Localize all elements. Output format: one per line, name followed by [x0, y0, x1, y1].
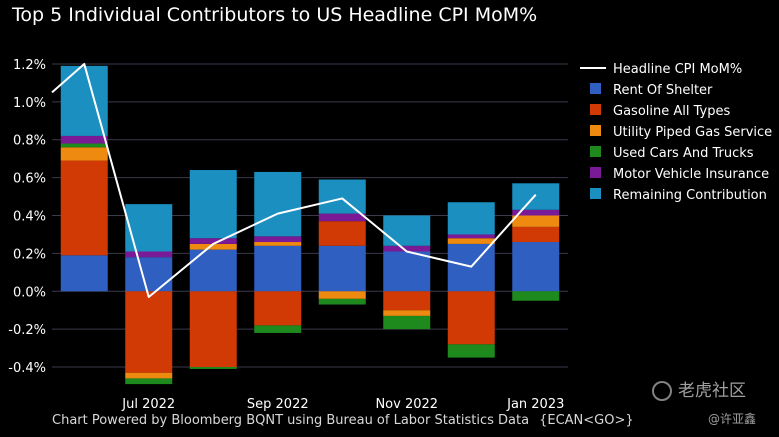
- legend: Headline CPI MoM% Rent Of Shelter Gasoline…: [580, 62, 772, 203]
- bar-segment: [318, 179, 366, 214]
- x-tick-label: Nov 2022: [375, 397, 438, 412]
- legend-label: Headline CPI MoM%: [613, 62, 742, 77]
- bar-segment: [254, 242, 302, 246]
- legend-swatch: [590, 125, 601, 136]
- bar-segment: [383, 315, 431, 330]
- bar-segment: [318, 213, 366, 222]
- x-tick-label: Jan 2023: [506, 397, 564, 412]
- bar-segment: [447, 344, 495, 358]
- y-tick-label: 0.2%: [13, 247, 46, 262]
- watermark-handle: @许亚鑫: [708, 412, 757, 426]
- bar-segment: [383, 215, 431, 246]
- bar-segment: [512, 226, 560, 243]
- bar-segment: [60, 147, 108, 161]
- bar-segment: [60, 143, 108, 148]
- x-tick-label: Sep 2022: [247, 397, 309, 412]
- bar-segment: [60, 135, 108, 144]
- legend-swatch: [590, 188, 601, 199]
- bar-segment: [125, 291, 173, 373]
- legend-label: Motor Vehicle Insurance: [613, 167, 769, 182]
- headline-cpi-line: [51, 62, 537, 298]
- x-axis: Jul 2022 Sep 2022 Nov 2022 Jan 2023: [121, 397, 564, 412]
- bar-segment: [383, 310, 431, 316]
- bar-segment: [189, 170, 237, 239]
- stacked-bars: [60, 65, 560, 385]
- bar-segment: [318, 245, 366, 292]
- bar-segment: [125, 372, 173, 379]
- bar-segment: [447, 238, 495, 244]
- bar-segment: [383, 245, 431, 252]
- watermark: 老虎社区: [652, 376, 746, 401]
- bar-segment: [125, 378, 173, 385]
- legend-label: Remaining Contribution: [613, 188, 767, 203]
- y-tick-label: -0.2%: [8, 323, 46, 338]
- bar-segment: [125, 251, 173, 258]
- bar-segment: [125, 257, 173, 292]
- bar-segment: [512, 215, 560, 227]
- bar-segment: [189, 238, 237, 244]
- footer-command: {ECAN<GO>}: [539, 413, 634, 428]
- bar-segment: [447, 234, 495, 239]
- bar-segment: [60, 255, 108, 292]
- bar-segment: [254, 236, 302, 243]
- bar-segment: [318, 291, 366, 299]
- bar-segment: [60, 160, 108, 256]
- bar-segment: [254, 245, 302, 292]
- tiger-logo-icon: [652, 381, 672, 401]
- bar-segment: [512, 183, 560, 210]
- y-axis: -0.4% -0.2% 0.0% 0.2% 0.4% 0.6% 0.8% 1.0% 1.2%: [8, 58, 46, 376]
- y-tick-label: 1.2%: [13, 58, 46, 73]
- legend-label: Rent Of Shelter: [613, 83, 713, 98]
- bar-segment: [189, 291, 237, 368]
- x-tick-label: Jul 2022: [121, 397, 175, 412]
- legend-swatch: [590, 146, 601, 157]
- footer-text: Chart Powered by Bloomberg BQNT using Bu…: [52, 413, 530, 428]
- y-tick-label: -0.4%: [8, 361, 46, 376]
- legend-label: Utility Piped Gas Service: [613, 125, 772, 140]
- bar-segment: [447, 202, 495, 235]
- bar-segment: [189, 367, 237, 369]
- bar-segment: [254, 291, 302, 326]
- bar-segment: [512, 242, 560, 292]
- bar-segment: [318, 298, 366, 305]
- bar-segment: [254, 325, 302, 333]
- bar-segment: [125, 204, 173, 252]
- bar-segment: [383, 251, 431, 292]
- y-tick-label: 0.6%: [13, 172, 46, 187]
- chart-footer: Chart Powered by Bloomberg BQNT using Bu…: [52, 413, 634, 428]
- bar-segment: [383, 291, 431, 311]
- chart-title: Top 5 Individual Contributors to US Head…: [12, 4, 538, 26]
- bar-segment: [189, 243, 237, 250]
- legend-label: Used Cars And Trucks: [613, 146, 754, 161]
- legend-swatch: [590, 167, 601, 178]
- y-tick-label: 1.0%: [13, 96, 46, 111]
- watermark-brand: 老虎社区: [678, 381, 746, 401]
- legend-label: Gasoline All Types: [613, 104, 730, 119]
- bar-segment: [254, 171, 302, 237]
- y-tick-label: 0.0%: [13, 285, 46, 300]
- bar-segment: [318, 221, 366, 246]
- bar-segment: [447, 291, 495, 345]
- headline-line: [51, 62, 537, 298]
- bar-segment: [512, 291, 560, 301]
- bar-segment: [512, 209, 560, 216]
- legend-swatch: [590, 104, 601, 115]
- y-tick-label: 0.4%: [13, 210, 46, 225]
- y-tick-label: 0.8%: [13, 134, 46, 149]
- bar-segment: [189, 249, 237, 292]
- legend-swatch: [590, 83, 601, 94]
